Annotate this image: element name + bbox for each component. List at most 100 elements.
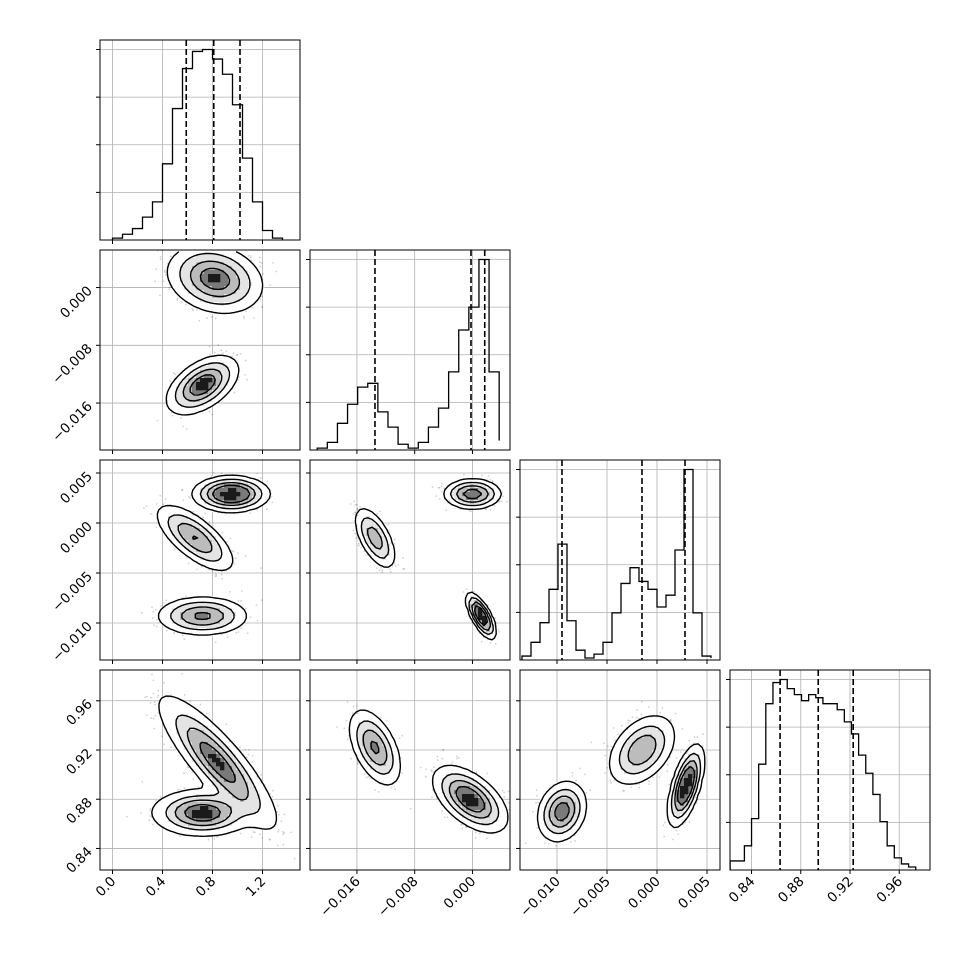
scatter-point bbox=[150, 512, 153, 515]
density-peak bbox=[212, 278, 217, 283]
scatter-point bbox=[143, 507, 145, 509]
scatter-point bbox=[152, 610, 155, 613]
histogram-steps bbox=[316, 258, 500, 450]
histogram-p1 bbox=[96, 39, 301, 244]
density-cell bbox=[160, 512, 165, 517]
density-cell bbox=[236, 258, 241, 263]
scatter-point bbox=[379, 510, 381, 513]
density-cell bbox=[220, 290, 225, 295]
density-cell bbox=[224, 608, 229, 613]
density-cell bbox=[224, 306, 229, 311]
density-cell bbox=[256, 278, 261, 283]
density-cell bbox=[200, 294, 205, 299]
scatter-point bbox=[220, 573, 223, 576]
density-cell bbox=[164, 528, 169, 533]
density-cell bbox=[232, 286, 237, 291]
scatter-point bbox=[487, 475, 490, 477]
density-cell bbox=[204, 262, 209, 267]
density-cell bbox=[208, 492, 213, 497]
density-cell bbox=[200, 620, 205, 625]
scatter-point bbox=[169, 255, 172, 258]
scatter-point bbox=[212, 471, 215, 474]
scatter-point bbox=[489, 641, 492, 644]
scatter-point bbox=[431, 486, 434, 488]
density-cell bbox=[200, 302, 205, 307]
scatter-point bbox=[156, 625, 158, 628]
scatter-point bbox=[225, 350, 228, 352]
density-cell bbox=[164, 524, 169, 529]
scatter-point bbox=[183, 638, 186, 641]
density-p2-p3 bbox=[306, 459, 511, 664]
density-cell bbox=[220, 274, 225, 279]
density-cell bbox=[220, 250, 225, 255]
scatter-point bbox=[272, 262, 274, 264]
histogram-steps bbox=[111, 48, 284, 240]
density-cell bbox=[216, 270, 221, 275]
density-cell bbox=[228, 262, 233, 267]
density-cell bbox=[256, 492, 261, 497]
density-cell bbox=[212, 282, 217, 287]
scatter-point bbox=[182, 499, 185, 502]
density-cell bbox=[184, 612, 189, 617]
density-cell bbox=[188, 298, 193, 303]
density-cell bbox=[200, 266, 205, 271]
density-cell bbox=[204, 608, 209, 613]
density-cell bbox=[232, 370, 237, 375]
density-cell bbox=[212, 624, 217, 629]
density-cell bbox=[176, 516, 181, 521]
density-cell bbox=[192, 298, 197, 303]
density-cell bbox=[184, 410, 189, 415]
density-cell bbox=[212, 612, 217, 617]
density-cell bbox=[240, 302, 245, 307]
density-cell bbox=[216, 612, 221, 617]
density-cell bbox=[180, 600, 185, 605]
density-cell bbox=[236, 620, 241, 625]
density-cell bbox=[216, 616, 221, 621]
density-cell bbox=[176, 520, 181, 525]
density-cell bbox=[208, 262, 213, 267]
scatter-point bbox=[211, 413, 214, 416]
histogram-p3 bbox=[516, 459, 721, 664]
density-cell bbox=[208, 254, 213, 259]
density-cell bbox=[240, 278, 245, 283]
scatter-point bbox=[180, 417, 182, 419]
density-cell bbox=[244, 492, 249, 497]
density-cell bbox=[168, 620, 173, 625]
density-cell bbox=[232, 604, 237, 609]
density-cell bbox=[204, 274, 209, 279]
density-cell bbox=[220, 282, 225, 287]
density-cell bbox=[164, 616, 169, 621]
density-cell bbox=[252, 274, 257, 279]
scatter-point bbox=[506, 500, 508, 503]
density-cell bbox=[216, 536, 221, 541]
density-cell bbox=[176, 258, 181, 263]
density-cell bbox=[188, 520, 193, 525]
scatter-point bbox=[221, 531, 224, 534]
density-cell bbox=[172, 282, 177, 287]
scatter-point bbox=[249, 255, 252, 257]
scatter-point bbox=[265, 508, 268, 510]
density-cell bbox=[172, 624, 177, 629]
density-cell bbox=[220, 488, 225, 493]
density-cell bbox=[184, 254, 189, 259]
density-cell bbox=[224, 374, 229, 379]
density-cell bbox=[172, 508, 177, 513]
density-cell bbox=[196, 274, 201, 279]
scatter-point bbox=[154, 280, 157, 283]
density-cell bbox=[160, 616, 165, 621]
density-cell bbox=[188, 250, 193, 255]
density-cell bbox=[228, 616, 233, 621]
scatter-point bbox=[393, 538, 396, 541]
density-cell bbox=[172, 402, 177, 407]
histogram-steps bbox=[729, 678, 917, 870]
density-cell bbox=[240, 616, 245, 621]
scatter-point bbox=[192, 309, 194, 312]
scatter-point bbox=[260, 567, 262, 569]
y-tick-label: 0.005 bbox=[57, 469, 96, 508]
density-cell bbox=[228, 362, 233, 367]
density-cell bbox=[220, 258, 225, 263]
density-cell bbox=[236, 302, 241, 307]
density-cell bbox=[240, 274, 245, 279]
density-cell bbox=[196, 390, 201, 395]
scatter-point bbox=[153, 624, 156, 626]
